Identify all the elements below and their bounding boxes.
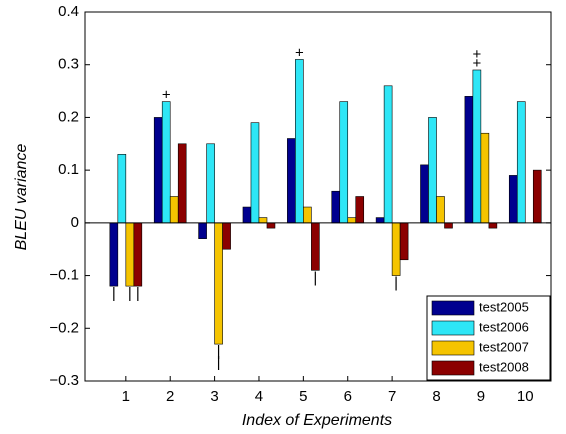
bar [177,143,187,224]
bar [436,196,445,224]
y-tick-label: −0.3 [49,372,79,389]
x-tick-label: 1 [122,388,130,405]
y-tick-label: 0.4 [58,3,79,20]
x-tick-label: 10 [517,388,534,405]
significance-marker: | [313,269,317,286]
bar [444,222,453,229]
bar [287,138,296,224]
x-tick-label: 5 [299,388,307,405]
bar [222,222,231,250]
x-tick-label: 2 [166,388,174,405]
significance-marker: ++ [472,46,481,72]
significance-marker: | [112,285,116,302]
bar [480,132,490,224]
y-tick-label: 0.1 [58,161,79,178]
y-tick-label: −0.1 [49,267,79,284]
significance-marker: + [162,87,171,104]
bar [206,143,215,224]
bar [488,222,498,229]
y-tick-label: 0.2 [58,108,79,125]
bar [428,117,437,224]
significance-marker: | [136,285,140,302]
x-tick-label: 3 [210,388,218,405]
plot-frame [84,11,552,382]
bar [266,222,276,229]
legend-swatch [431,360,475,376]
x-axis-label: Index of Experiments [242,412,392,429]
bar [464,96,474,224]
significance-marker: | [128,285,132,302]
bar [169,196,179,224]
bar [303,206,312,224]
bar [532,169,542,224]
bar [161,101,171,224]
legend-swatch [431,340,475,356]
bar [375,217,385,224]
legend-label: test2006 [479,319,529,334]
bar [472,69,482,224]
bar [347,217,357,224]
bar [399,222,409,261]
y-tick-label: 0 [71,214,79,231]
bar [331,190,341,224]
legend-label: test2005 [479,299,529,314]
significance-marker: | [394,275,398,292]
y-tick-label: 0.3 [58,56,79,73]
x-tick-label: 4 [255,388,263,405]
bar [133,222,143,287]
bar [153,117,163,224]
bar [295,59,304,224]
bar [198,222,207,239]
significance-marker: | | [217,343,221,371]
bar [420,164,429,224]
bar [311,222,320,271]
x-tick-label: 8 [432,388,440,405]
bar [508,175,518,224]
y-axis-label: BLEU variance [13,144,30,251]
bar [391,222,401,276]
bar [214,222,223,345]
significance-marker: + [295,44,304,61]
bar [117,154,127,224]
x-tick-label: 9 [477,388,485,405]
bar [258,217,268,224]
bar [250,122,260,224]
bar [383,85,393,224]
x-tick-label: 6 [344,388,352,405]
bar [339,101,349,224]
legend-label: test2007 [479,339,529,354]
bar [109,222,119,287]
x-tick-label: 7 [388,388,396,405]
legend-swatch [431,320,475,336]
y-tick-label: −0.2 [49,319,79,336]
bar [355,196,365,224]
bar [516,101,526,224]
legend-swatch [431,300,475,316]
bar [125,222,135,287]
bar [242,206,252,224]
legend-label: test2008 [479,359,529,374]
